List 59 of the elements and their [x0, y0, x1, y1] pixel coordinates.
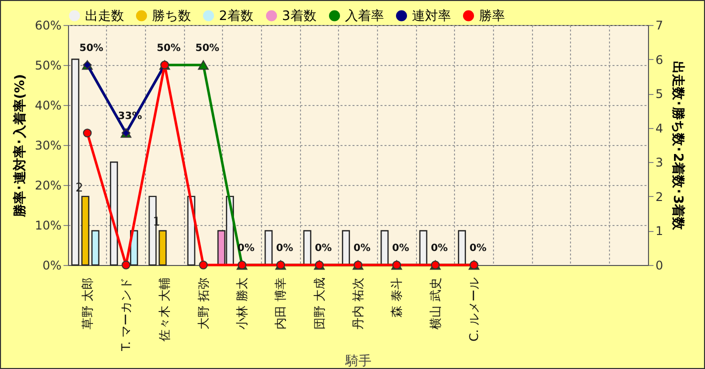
x-tick-label: T. マーカンド	[119, 278, 133, 352]
legend-label: 出走数	[85, 8, 124, 24]
y2-tick-label: 5	[656, 87, 664, 102]
bar	[158, 230, 167, 266]
y2-axis-title: 出走数･勝ち数･2着数･3着数	[670, 60, 686, 232]
bar	[342, 230, 350, 266]
bar	[303, 230, 312, 266]
y2-tick-label: 2	[656, 190, 664, 204]
legend-label: 3着数	[282, 8, 316, 24]
data-label: 0%	[430, 243, 448, 254]
y2-tick-label: 6	[656, 52, 664, 67]
legend-label: 連対率	[412, 8, 451, 24]
y2-tick-label: 4	[656, 121, 664, 136]
bar	[380, 230, 389, 266]
x-tick-label: 草野 太郎	[80, 278, 94, 330]
x-tick-label: 団野 大成	[312, 278, 326, 330]
y-tick-label: 50%	[34, 58, 62, 72]
y2-tick-label: 3	[656, 156, 664, 170]
legend-label: 勝率	[479, 8, 505, 24]
y-tick-label: 10%	[34, 218, 62, 232]
y-tick-label: 0%	[42, 258, 62, 272]
data-label: 0%	[392, 243, 410, 254]
y-axis-title: 勝率･連対率･入着率(%)	[12, 74, 28, 218]
y-tick-label: 30%	[34, 138, 62, 152]
data-label: 0%	[354, 243, 370, 254]
point	[122, 260, 130, 270]
y-tick-label: 60%	[34, 18, 62, 32]
bar	[458, 230, 466, 266]
x-tick-label: 丹内 祐次	[351, 278, 365, 330]
y-tick-label: 40%	[34, 98, 62, 112]
legend-label: 入着率	[345, 8, 384, 24]
x-tick-label: C. ルメール	[467, 278, 481, 342]
x-axis-title: 騎手	[344, 354, 372, 369]
y2-tick-label: 7	[656, 18, 664, 32]
y2-tick-label: 1	[656, 224, 664, 238]
data-label: 0%	[314, 243, 332, 254]
y2-tick-label: 0	[656, 258, 664, 272]
point	[198, 260, 208, 270]
data-label: 0%	[470, 243, 486, 254]
data-label: 50%	[156, 43, 181, 54]
bar	[264, 230, 273, 266]
point	[82, 128, 92, 138]
bar	[110, 162, 118, 266]
x-tick-label: 内田 博幸	[274, 278, 288, 330]
x-tick-label: 大野 拓弥	[196, 278, 210, 330]
data-label: 50%	[79, 43, 104, 54]
x-tick-label: 横山 武史	[428, 278, 442, 330]
bar	[81, 196, 90, 266]
bar	[91, 230, 100, 266]
bar	[419, 230, 428, 266]
x-tick-label: 森 泰斗	[390, 278, 404, 318]
data-label: 50%	[195, 43, 220, 54]
point	[198, 60, 209, 70]
x-tick-label: 佐々木 大輔	[158, 278, 172, 342]
x-tick-label: 小林 勝太	[235, 278, 249, 330]
y-tick-label: 20%	[34, 178, 62, 192]
legend-label: 勝ち数	[152, 8, 191, 24]
legend-label: 2着数	[219, 8, 254, 24]
data-label: 0%	[276, 243, 294, 254]
